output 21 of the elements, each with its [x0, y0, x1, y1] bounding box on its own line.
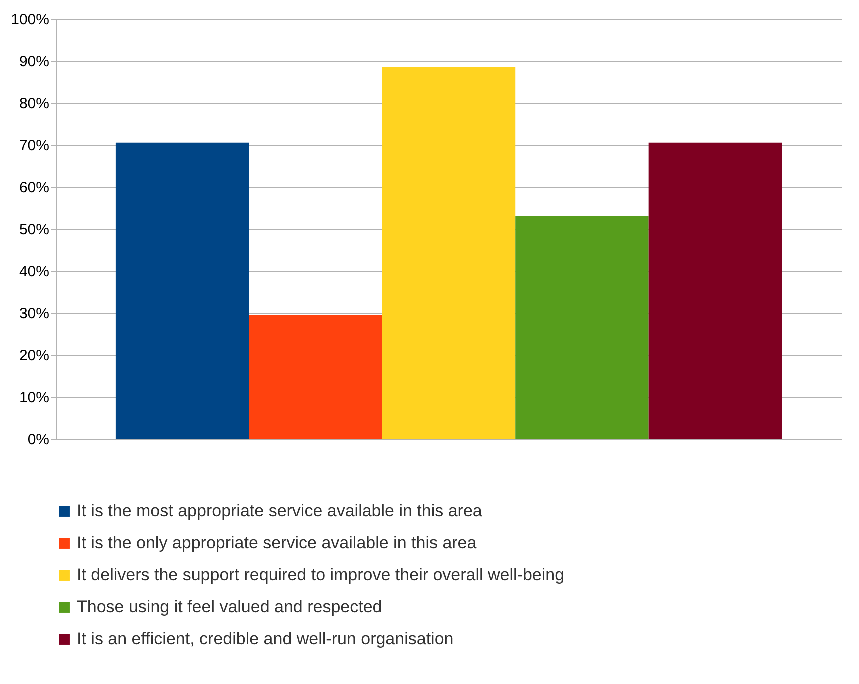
y-tick-label: 90% — [19, 54, 50, 70]
y-tick-label: 80% — [19, 96, 50, 112]
y-tick-label: 20% — [19, 348, 50, 364]
bar — [648, 142, 782, 439]
legend-label: It delivers the support required to improve their overall well-being — [77, 566, 565, 584]
bar — [516, 216, 649, 439]
y-tick-label: 50% — [19, 222, 50, 238]
y-tick-label: 10% — [19, 390, 50, 406]
bar — [116, 142, 250, 439]
legend-label: It is an efficient, credible and well-run organisation — [77, 630, 454, 648]
y-tick-label: 60% — [19, 180, 50, 196]
y-tick-label: 0% — [28, 432, 50, 448]
bar — [249, 315, 382, 439]
bar — [382, 67, 516, 439]
y-tick-label: 40% — [19, 264, 50, 280]
y-tick-label: 100% — [11, 12, 50, 28]
legend-label: Those using it feel valued and respected — [77, 598, 382, 616]
legend-label: It is the only appropriate service available in this area — [77, 534, 478, 552]
y-tick-label: 30% — [19, 306, 50, 322]
y-tick-label: 70% — [19, 138, 50, 154]
legend-label: It is the most appropriate service available in this area — [77, 502, 483, 520]
